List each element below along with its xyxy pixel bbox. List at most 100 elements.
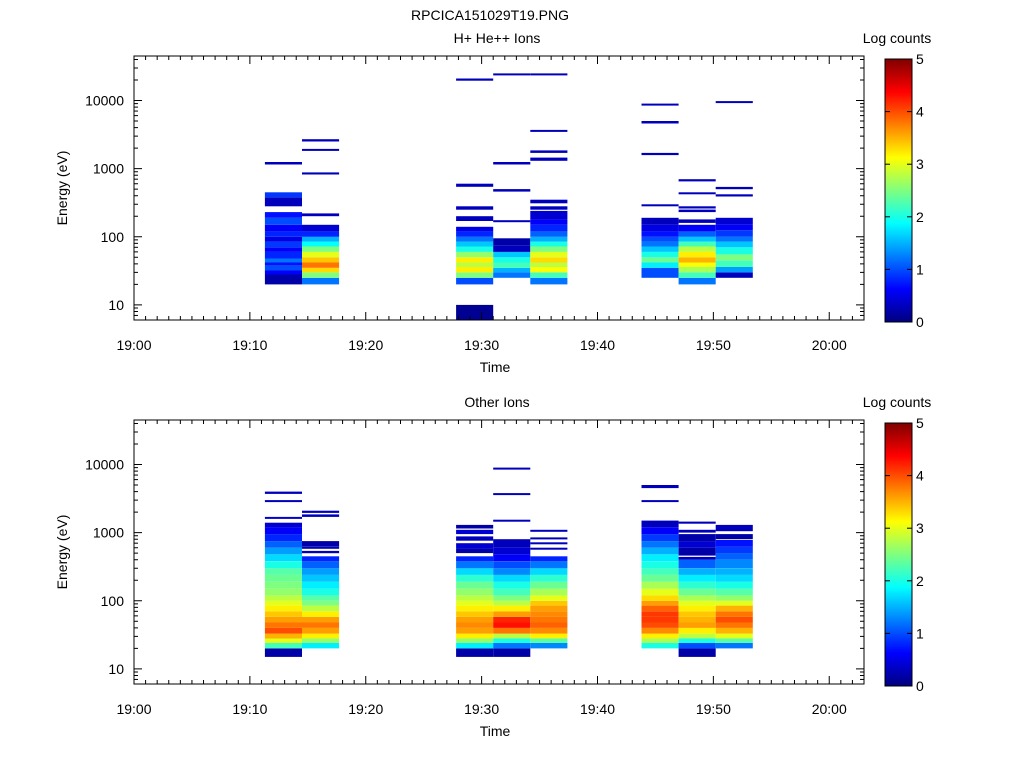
x-tick-label: 20:00 xyxy=(812,701,847,717)
spectrogram-cell xyxy=(641,600,679,606)
spectrogram-cell xyxy=(456,304,494,320)
spectrogram-cell xyxy=(715,241,753,248)
spectrogram-cell xyxy=(641,152,679,156)
spectrogram-cell xyxy=(302,246,340,252)
spectrogram-cell xyxy=(456,524,494,529)
x-axis-ticks: 19:00 19:10 19:20 19:30 19:40 19:50 20:00 xyxy=(116,56,865,353)
spectrogram-cell xyxy=(641,616,679,623)
spectrogram-cell xyxy=(641,643,679,649)
spectrogram-cell xyxy=(264,574,302,582)
spectrogram-cell xyxy=(530,638,568,643)
spectrogram-cell xyxy=(456,561,494,569)
spectrogram-cell xyxy=(493,238,531,246)
x-tick-label: 19:20 xyxy=(348,337,383,353)
spectrogram-cell xyxy=(302,514,340,517)
spectrogram-cells xyxy=(264,467,753,657)
colorbar-ticks: 0 1 2 3 4 5 xyxy=(885,415,924,694)
colorbar-tick-label: 4 xyxy=(916,104,924,120)
spectrogram-cell xyxy=(530,547,568,550)
spectrogram-cell xyxy=(530,246,568,252)
spectrogram-cell xyxy=(302,251,340,258)
spectrogram-cell xyxy=(678,206,716,209)
colorbar-ticks: 0 1 2 3 4 5 xyxy=(885,51,924,330)
spectrogram-cell xyxy=(264,270,302,275)
spectrogram-cell xyxy=(678,272,716,278)
colorbar-label: Log counts xyxy=(863,394,932,410)
spectrogram-cell xyxy=(530,277,568,285)
spectrogram-cell xyxy=(302,541,340,547)
spectrogram-cell xyxy=(264,534,302,542)
spectrogram-cell xyxy=(530,199,568,204)
spectrogram-cell xyxy=(264,500,302,503)
spectrogram-cell xyxy=(456,633,494,639)
x-tick-label: 19:30 xyxy=(464,701,499,717)
spectrogram-cell xyxy=(715,643,753,649)
colorbar xyxy=(884,422,913,687)
spectrogram-cell xyxy=(493,245,531,252)
spectrogram-cell xyxy=(456,574,494,582)
spectrogram-cell xyxy=(456,206,494,210)
y-tick-label: 10000 xyxy=(85,93,124,109)
spectrogram-cell xyxy=(678,534,716,542)
spectrogram-cell xyxy=(678,611,716,617)
colorbar-tick-label: 0 xyxy=(916,678,924,694)
spectrogram-cell xyxy=(302,277,340,285)
spectrogram-cell xyxy=(641,103,679,106)
y-tick-label: 10000 xyxy=(85,457,124,473)
spectrogram-cell xyxy=(302,550,340,554)
spectrogram-cell xyxy=(530,210,568,220)
spectrogram-cell xyxy=(456,277,494,285)
spectrogram-cell xyxy=(493,73,531,76)
spectrogram-cell xyxy=(678,209,716,213)
spectrogram-cell xyxy=(264,622,302,628)
spectrogram-cell xyxy=(456,78,494,81)
spectrogram-cell xyxy=(493,574,531,582)
spectrogram-cell xyxy=(456,568,494,575)
colorbar-tick-label: 1 xyxy=(916,261,924,277)
spectrogram-cell xyxy=(493,267,531,273)
spectrogram-cell xyxy=(641,554,679,562)
spectrogram-cell xyxy=(264,527,302,535)
spectrogram-cell xyxy=(715,272,753,278)
spectrogram-cell xyxy=(302,546,340,549)
spectrogram-cell xyxy=(264,547,302,555)
spectrogram-cell xyxy=(264,588,302,596)
spectrogram-cell xyxy=(302,643,340,649)
spectrogram-cell xyxy=(530,633,568,639)
y-tick-label: 10 xyxy=(108,661,124,677)
spectrogram-cell xyxy=(641,561,679,569)
spectrogram-cell xyxy=(678,547,716,556)
spectrogram-cell xyxy=(715,568,753,575)
spectrogram-cell xyxy=(678,236,716,242)
spectrogram-cell xyxy=(264,212,302,218)
spectrogram-cell xyxy=(264,247,302,252)
spectrogram-cell xyxy=(456,262,494,267)
x-tick-label: 19:30 xyxy=(464,337,499,353)
spectrogram-cell xyxy=(302,616,340,623)
plot-frame xyxy=(133,55,865,321)
spectrogram-cell xyxy=(678,568,716,575)
spectrogram-cell xyxy=(715,534,753,540)
spectrogram-cell xyxy=(715,247,753,255)
spectrogram-cell xyxy=(264,274,302,285)
spectrogram-cell xyxy=(302,633,340,639)
spectrogram-cell xyxy=(678,633,716,639)
spectrogram-cell xyxy=(456,246,494,252)
spectrogram-cell xyxy=(530,537,568,540)
colorbar-tick-label: 5 xyxy=(916,415,924,431)
spectrogram-cell xyxy=(302,267,340,273)
spectrogram-cell xyxy=(530,251,568,258)
spectrogram-cell xyxy=(715,546,753,554)
spectrogram-cell xyxy=(264,231,302,237)
spectrogram-cell xyxy=(264,616,302,623)
y-tick-label: 100 xyxy=(101,229,125,245)
colorbar-tick-label: 1 xyxy=(916,625,924,641)
spectrogram-cell xyxy=(715,588,753,596)
spectrogram-cell xyxy=(641,246,679,252)
spectrogram-cell xyxy=(493,493,531,496)
spectrogram-cell xyxy=(456,627,494,634)
spectrogram-cell xyxy=(302,236,340,242)
spectrogram-cell xyxy=(264,522,302,528)
spectrogram-cell xyxy=(456,529,494,535)
